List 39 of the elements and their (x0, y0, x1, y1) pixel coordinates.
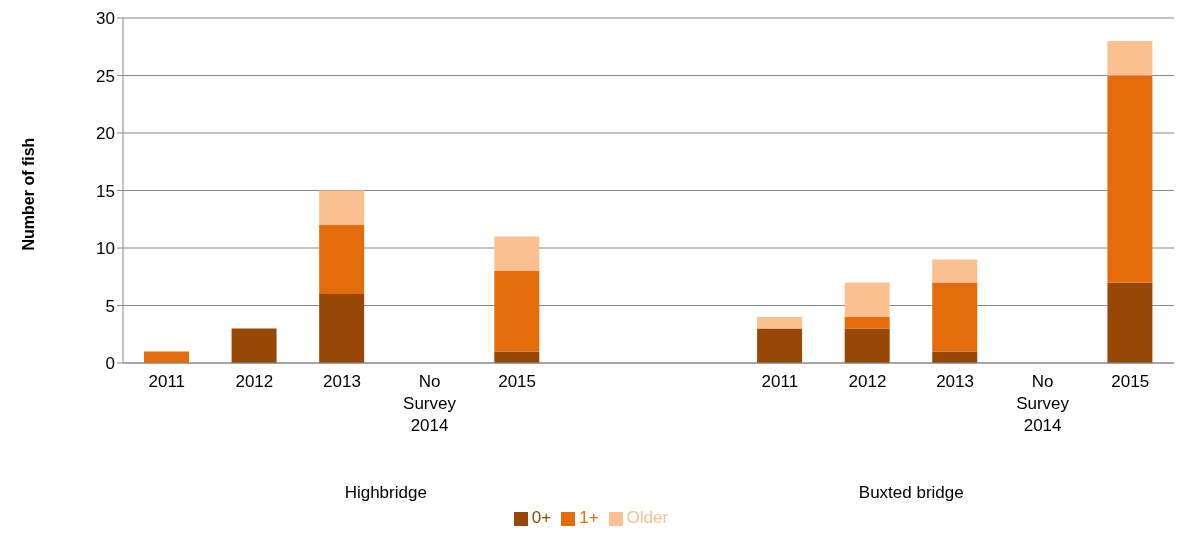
x-tick-label: No Survey 2014 (403, 372, 457, 435)
legend-label: Older (626, 508, 669, 527)
bar (844, 282, 890, 317)
bar (932, 282, 978, 352)
x-tick-label: 2013 (323, 372, 361, 391)
bar (757, 317, 803, 329)
bar (844, 317, 890, 329)
bar (494, 236, 540, 271)
y-axis-title: Number of fish (19, 137, 37, 251)
bar (319, 294, 365, 363)
bar (1107, 282, 1153, 363)
y-tick-label: 30 (96, 9, 115, 29)
x-tick-label: 2015 (1111, 372, 1150, 391)
text: Buxted bridge (857, 483, 965, 503)
y-tick-label: 0 (105, 354, 115, 374)
y-tick-label: 15 (96, 181, 115, 201)
x-tick-label: 2012 (235, 372, 274, 391)
y-tick-label: 20 (96, 124, 115, 144)
bar (494, 271, 540, 352)
x-tick-label: 2011 (148, 372, 186, 391)
legend-label: 1+ (579, 508, 599, 527)
y-tick-label: 10 (96, 239, 115, 259)
x-tick-label: 2015 (498, 372, 537, 391)
legend-label: 0+ (531, 508, 552, 527)
x-tick-label: 2012 (848, 372, 887, 391)
text: Highbridge (343, 483, 428, 503)
bar (1107, 75, 1153, 283)
bar (932, 259, 978, 283)
bar (231, 328, 277, 363)
bar (319, 190, 365, 225)
x-tick-label: No Survey 2014 (1016, 372, 1070, 435)
y-tick-label: 25 (96, 66, 115, 86)
y-tick-label: 5 (105, 296, 115, 316)
bar (757, 328, 803, 363)
x-tick-label: 2013 (936, 372, 974, 391)
bar (319, 225, 365, 294)
bar (844, 328, 890, 363)
bar (1107, 41, 1153, 76)
x-tick-label: 2011 (761, 372, 799, 391)
